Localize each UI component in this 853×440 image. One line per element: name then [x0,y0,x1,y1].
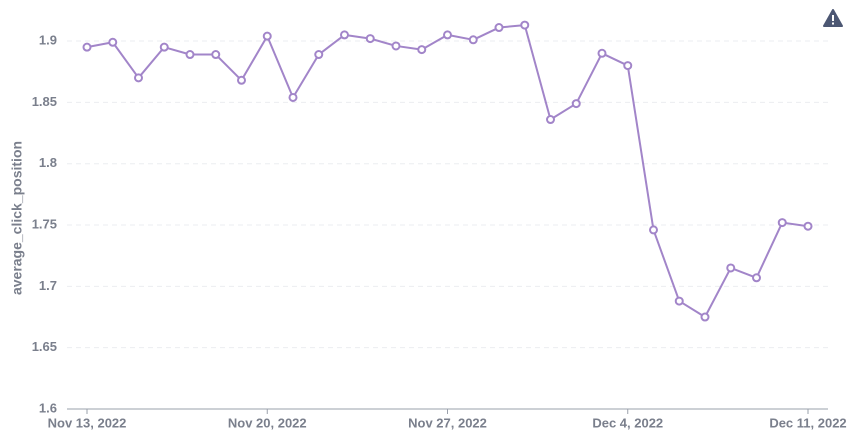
x-tick-label: Nov 20, 2022 [228,415,307,430]
y-axis-label: average_click_position [9,141,25,295]
point [365,34,375,44]
y-tick-label: 1.6 [39,400,57,415]
y-tick-label: 1.75 [32,216,57,231]
point [726,263,736,273]
point [82,42,92,52]
point [391,41,401,51]
point [674,296,684,306]
x-tick-label: Nov 13, 2022 [48,415,127,430]
point [185,50,195,60]
point [597,48,607,58]
warning-icon[interactable] [823,9,843,27]
line [86,24,809,319]
point [803,221,813,231]
x-tick-label: Dec 11, 2022 [769,415,846,430]
y-tick-label: 1.65 [32,339,57,354]
point [159,42,169,52]
point [443,30,452,40]
point [211,50,221,60]
point [777,218,787,228]
y-tick-label: 1.7 [39,278,57,293]
point [314,50,324,60]
point [237,75,246,85]
y-tick-label: 1.8 [39,155,57,170]
point [262,31,272,41]
point [623,61,633,71]
y-tick-label: 1.85 [32,94,57,109]
point [649,225,658,235]
point [108,37,118,47]
point [546,115,555,125]
point [288,92,298,102]
point [340,30,349,40]
point [494,23,504,33]
x-tick-label: Dec 4, 2022 [592,415,663,430]
point [520,20,530,30]
point [468,35,478,45]
point [700,312,710,322]
y-tick-label: 1.9 [39,32,57,47]
point [571,99,581,109]
x-tick-label: Nov 27, 2022 [408,415,487,430]
point [417,45,427,55]
point [134,73,143,83]
point [752,273,761,283]
